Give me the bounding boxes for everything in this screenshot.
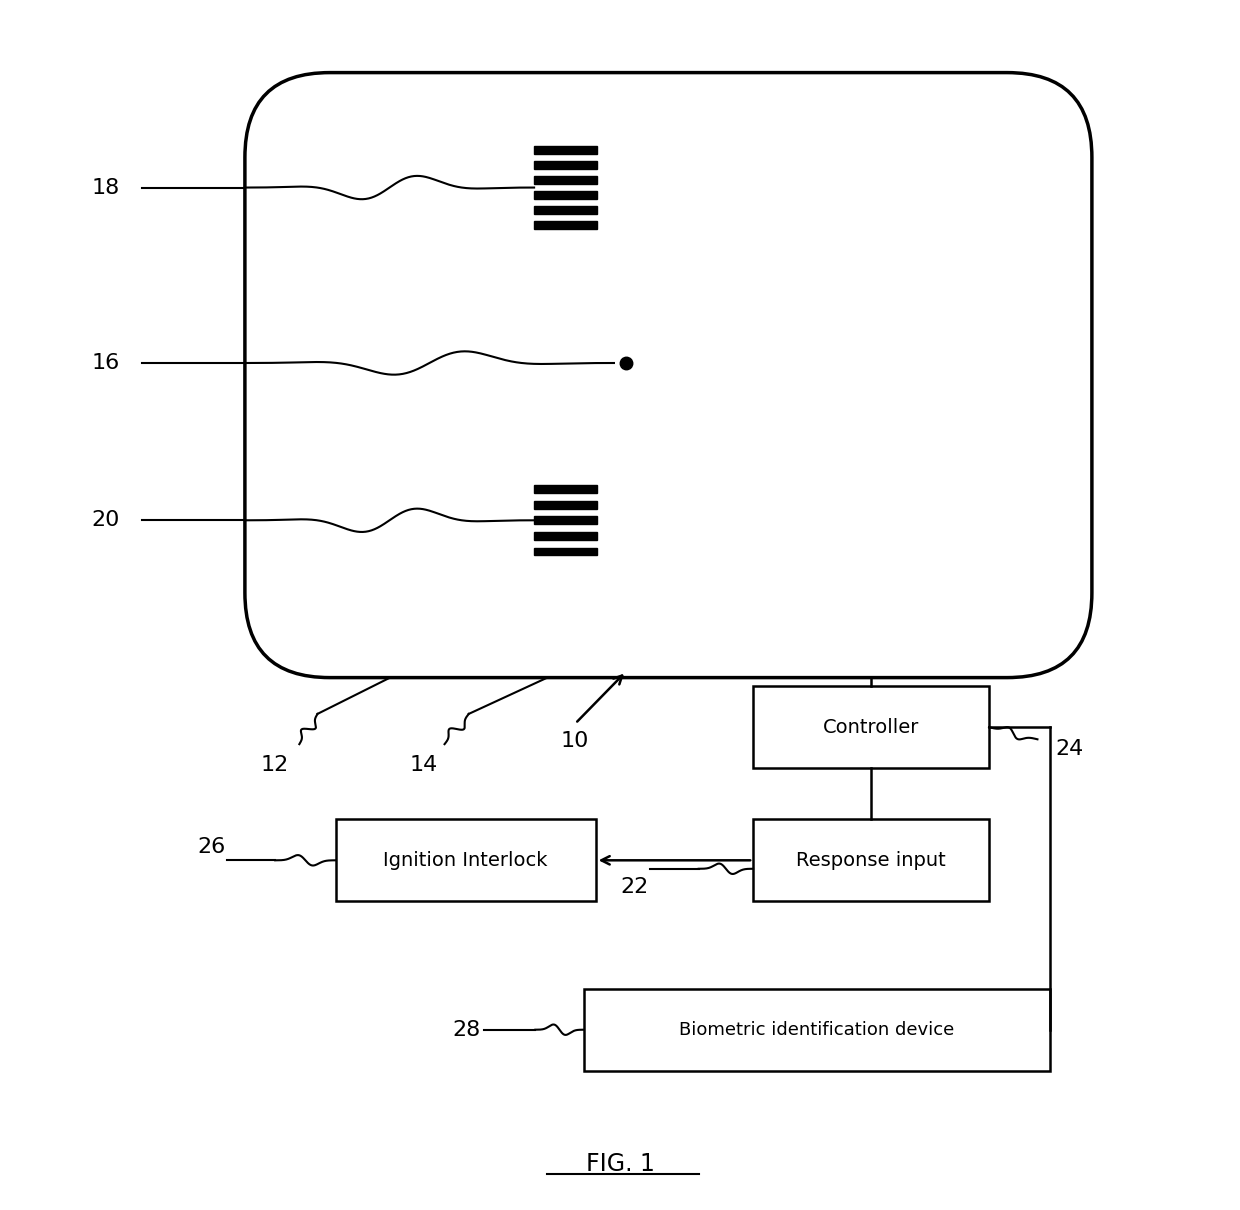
Text: 10: 10 [560,731,589,750]
Text: 26: 26 [197,836,226,857]
Text: 20: 20 [92,511,120,530]
Bar [753,686,990,768]
Text: 18: 18 [92,178,120,197]
Bar [534,532,596,540]
Bar [534,177,596,184]
Text: Response input: Response input [796,851,946,870]
Bar [336,819,595,901]
Text: FIG. 1: FIG. 1 [585,1152,655,1176]
Bar [534,548,596,555]
Text: 24: 24 [1055,739,1084,759]
Bar [753,819,990,901]
Bar [534,517,596,524]
Text: 22: 22 [620,877,649,897]
FancyBboxPatch shape [244,73,1092,678]
Bar [534,221,596,229]
Bar [534,146,596,154]
Bar [534,161,596,169]
Text: Biometric identification device: Biometric identification device [680,1021,955,1038]
Bar [534,485,596,492]
Text: 16: 16 [92,353,120,373]
Bar [534,191,596,198]
Text: 28: 28 [453,1020,480,1039]
Bar [534,206,596,214]
Bar [534,501,596,508]
Bar [584,989,1049,1071]
Text: 12: 12 [262,755,289,774]
Text: Ignition Interlock: Ignition Interlock [383,851,548,870]
Text: 14: 14 [410,755,438,774]
Text: Controller: Controller [823,718,919,737]
